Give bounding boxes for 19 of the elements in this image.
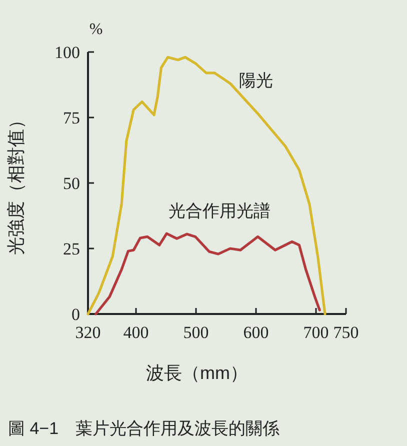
- x-tick-label: 700: [303, 323, 329, 342]
- y-tick-label: 75: [63, 108, 80, 128]
- series-label: 光合作用光譜: [168, 202, 271, 221]
- text: %: [89, 21, 103, 38]
- y-axis-title: 光強度（相對值）: [6, 111, 26, 255]
- x-tick-label: 320: [75, 323, 101, 342]
- y-tick-label: 50: [63, 174, 80, 193]
- x-axis-title: 波長（mm）: [146, 363, 248, 383]
- x-tick-label: 500: [183, 323, 209, 342]
- y-tick-label: 25: [63, 240, 80, 258]
- line-series: [86, 56, 326, 316]
- x-tick-label: 600: [243, 323, 269, 342]
- text: 圖 4−1 葉片光合作用及波長的關係: [8, 419, 280, 438]
- series-label: 陽光: [238, 71, 273, 90]
- x-tick-label: 750: [333, 323, 359, 342]
- y-tick-label: 0: [72, 305, 80, 324]
- y-tick-label: 100: [54, 43, 80, 62]
- x-tick-label: 400: [123, 323, 149, 342]
- line-series: [94, 232, 321, 316]
